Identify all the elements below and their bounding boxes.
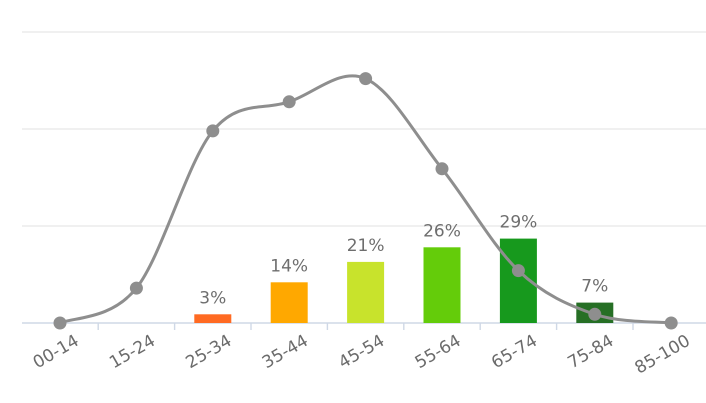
- bar-35-44: [270, 282, 308, 323]
- data-label-35-44: 14%: [270, 256, 308, 276]
- curve-point-00-14: [53, 316, 67, 330]
- x-tick-label-55-64: 55-64: [412, 331, 465, 373]
- bar-45-54: [347, 261, 385, 323]
- data-label-55-64: 26%: [423, 221, 461, 241]
- bar-25-34: [194, 314, 232, 323]
- data-label-65-74: 29%: [500, 213, 538, 233]
- curve-point-35-44: [282, 95, 296, 109]
- curve-point-85-100: [664, 316, 678, 330]
- curve-point-55-64: [435, 162, 449, 176]
- data-label-75-84: 7%: [581, 277, 608, 297]
- x-tick-label-25-34: 25-34: [183, 331, 236, 373]
- curve-point-65-74: [511, 264, 525, 278]
- x-tick-label-35-44: 35-44: [259, 331, 312, 373]
- curve-point-45-54: [359, 72, 373, 86]
- curve-point-15-24: [129, 281, 143, 295]
- curve-point-25-34: [206, 124, 220, 138]
- curve-point-75-84: [588, 307, 602, 321]
- x-tick-label-85-100: 85-100: [632, 331, 694, 378]
- data-label-25-34: 3%: [199, 288, 226, 308]
- x-tick-label-00-14: 00-14: [30, 331, 83, 373]
- bar-55-64: [423, 247, 461, 323]
- x-tick-label-15-24: 15-24: [106, 331, 159, 373]
- x-tick-label-45-54: 45-54: [335, 331, 388, 373]
- x-tick-label-65-74: 65-74: [488, 331, 541, 373]
- x-tick-label-75-84: 75-84: [565, 331, 618, 373]
- data-label-45-54: 21%: [347, 236, 385, 256]
